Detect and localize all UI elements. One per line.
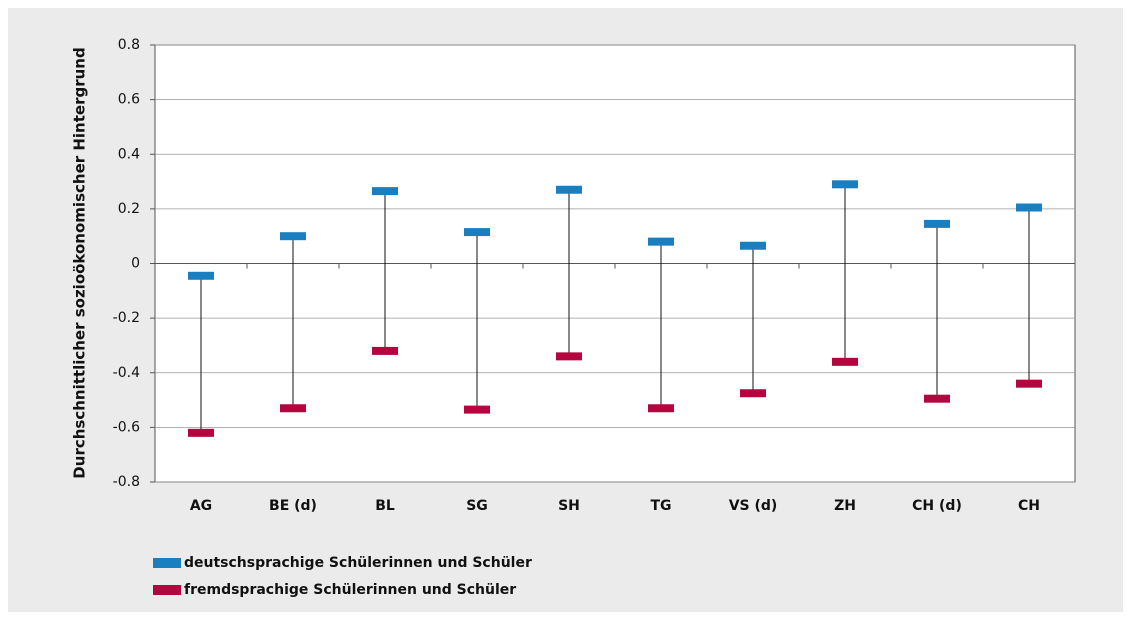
x-tick-label: BL [375, 498, 395, 514]
marker [924, 219, 950, 228]
y-tick-label: -0.4 [113, 365, 140, 381]
x-tick-label: CH [1018, 498, 1040, 514]
marker [740, 241, 766, 250]
legend-label: fremdsprachige Schülerinnen und Schüler [184, 582, 516, 598]
marker [648, 404, 674, 413]
legend-swatch [153, 558, 181, 568]
x-tick-label: BE (d) [269, 498, 317, 514]
x-tick-label: AG [190, 498, 212, 514]
y-tick-label: -0.2 [113, 310, 140, 326]
marker [464, 405, 490, 414]
x-tick-label: SG [466, 498, 488, 514]
marker [1016, 379, 1042, 388]
legend-label: deutschsprachige Schülerinnen und Schüle… [184, 555, 532, 571]
x-tick-label: TG [650, 498, 671, 514]
marker [188, 271, 214, 280]
y-tick-label: -0.6 [113, 419, 140, 435]
y-tick-label: 0.6 [118, 92, 140, 108]
marker [832, 180, 858, 189]
marker [740, 389, 766, 398]
y-tick-label: 0.4 [118, 146, 140, 162]
y-tick-label: 0.2 [118, 201, 140, 217]
marker [464, 228, 490, 237]
marker [372, 346, 398, 355]
x-tick-label: VS (d) [729, 498, 778, 514]
y-tick-label: 0 [131, 256, 140, 272]
marker [924, 394, 950, 403]
y-tick-label: 0.8 [118, 37, 140, 53]
marker [556, 185, 582, 194]
marker [832, 357, 858, 366]
y-axis-label: Durchschnittlicher sozioökonomischer Hin… [71, 47, 89, 478]
x-tick-label: SH [558, 498, 580, 514]
x-tick-label: CH (d) [912, 498, 962, 514]
marker [280, 232, 306, 241]
marker [1016, 203, 1042, 212]
marker [648, 237, 674, 246]
legend-swatch [153, 585, 181, 595]
marker [280, 404, 306, 413]
marker [188, 428, 214, 437]
y-tick-label: -0.8 [113, 474, 140, 490]
x-tick-label: ZH [834, 498, 856, 514]
marker [372, 187, 398, 196]
marker [556, 352, 582, 361]
